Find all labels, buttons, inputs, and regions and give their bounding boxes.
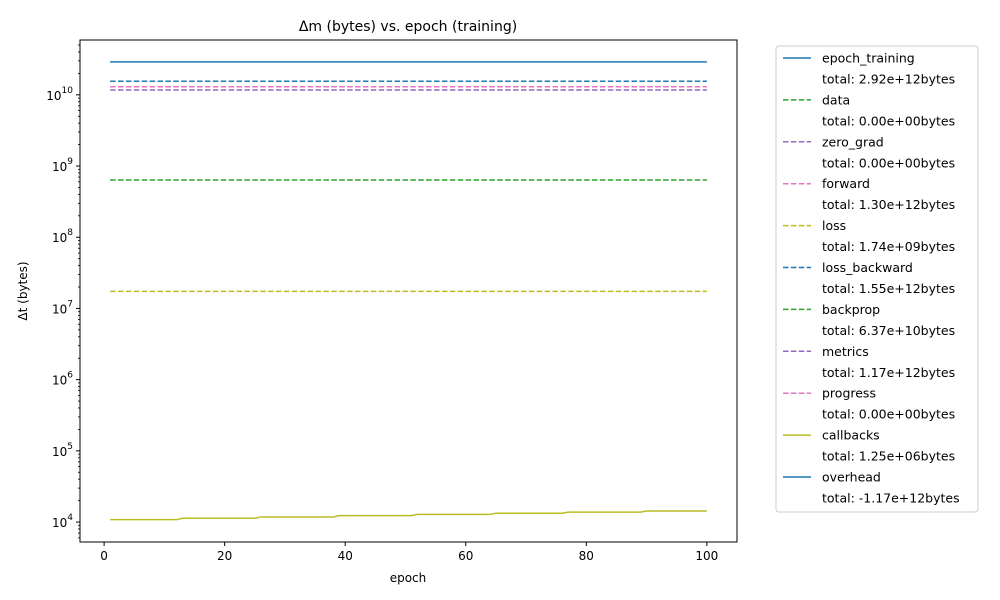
legend-total-backprop: total: 6.37e+10bytes <box>822 323 955 338</box>
plot-series <box>110 61 707 521</box>
legend-label-data: data <box>822 92 850 107</box>
y-tick-label: 1010 <box>46 86 73 103</box>
legend-total-loss_backward: total: 1.55e+12bytes <box>822 281 955 296</box>
y-tick-label: 109 <box>52 157 73 174</box>
legend-total-overhead: total: -1.17e+12bytes <box>822 491 960 506</box>
legend-total-progress: total: 0.00e+00bytes <box>822 407 955 422</box>
y-tick-label: 106 <box>52 371 73 388</box>
x-tick-label: 0 <box>100 549 108 563</box>
y-tick-label: 104 <box>52 513 73 530</box>
legend-total-metrics: total: 1.17e+12bytes <box>822 365 955 380</box>
legend-label-callbacks: callbacks <box>822 428 880 443</box>
y-axis-label: Δt (bytes) <box>16 261 30 320</box>
y-axis-ticks: 104 105 106 107 108 109 1010 <box>46 44 80 539</box>
legend-frame <box>775 45 979 513</box>
legend-total-loss: total: 1.74e+09bytes <box>822 239 955 254</box>
legend-total-data: total: 0.00e+00bytes <box>822 113 955 128</box>
plot-frame <box>79 39 738 543</box>
chart-title: Δm (bytes) vs. epoch (training) <box>299 19 517 35</box>
y-tick-label: 105 <box>52 442 73 459</box>
legend-label-metrics: metrics <box>822 344 869 359</box>
legend-total-zero_grad: total: 0.00e+00bytes <box>822 155 955 170</box>
legend-label-epoch_training: epoch_training <box>822 51 915 66</box>
legend-total-callbacks: total: 1.25e+06bytes <box>822 449 955 464</box>
x-tick-label: 40 <box>338 549 353 563</box>
y-tick-label: 107 <box>52 299 73 316</box>
x-tick-label: 80 <box>579 549 594 563</box>
legend-label-backprop: backprop <box>822 302 880 317</box>
legend-total-epoch_training: total: 2.92e+12bytes <box>822 72 955 87</box>
x-axis-label: epoch <box>390 571 427 585</box>
legend-total-forward: total: 1.30e+12bytes <box>822 197 955 212</box>
y-tick-label: 108 <box>52 228 73 245</box>
x-tick-label: 100 <box>695 549 718 563</box>
x-tick-label: 60 <box>458 549 473 563</box>
x-tick-label: 20 <box>217 549 232 563</box>
legend-label-forward: forward <box>822 176 870 191</box>
legend-label-zero_grad: zero_grad <box>822 134 884 149</box>
legend-label-progress: progress <box>822 386 876 401</box>
legend-label-overhead: overhead <box>822 470 881 485</box>
series-line-callbacks <box>110 510 707 521</box>
legend-label-loss: loss <box>822 218 846 233</box>
legend: epoch_training total: 2.92e+12bytes data to… <box>775 45 979 513</box>
x-axis-ticks: 0 20 40 60 80 100 <box>100 542 718 563</box>
legend-label-loss_backward: loss_backward <box>822 260 913 275</box>
